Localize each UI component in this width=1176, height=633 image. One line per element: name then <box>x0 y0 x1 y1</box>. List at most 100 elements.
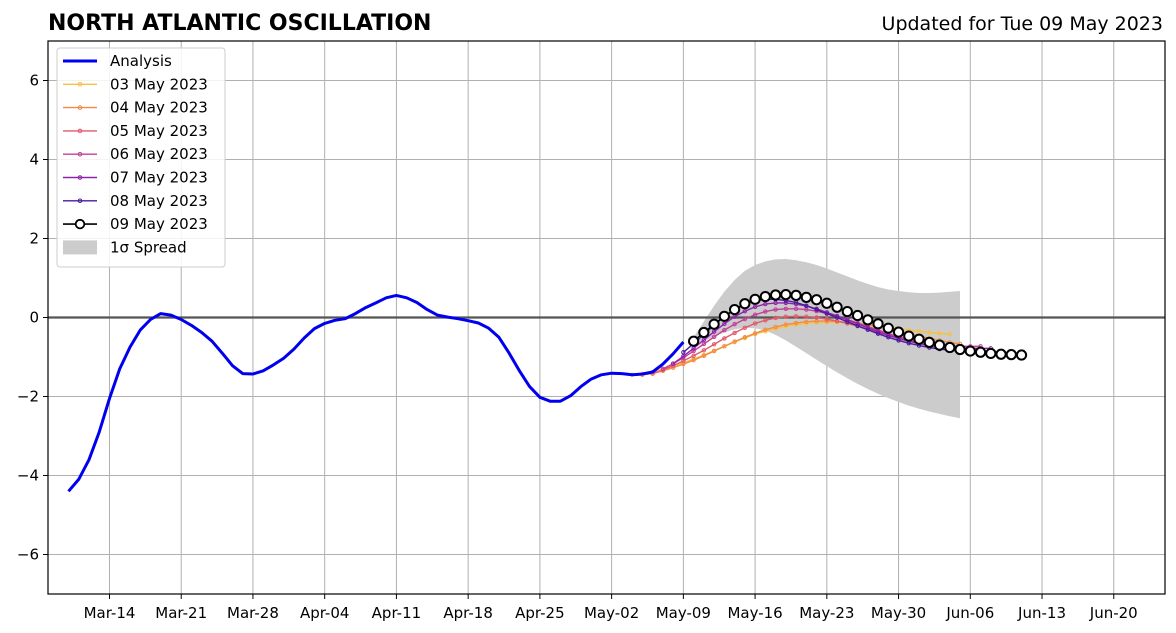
forecast-point <box>824 316 830 322</box>
y-tick-label: −6 <box>17 546 39 564</box>
forecast-point <box>903 330 915 342</box>
forecast-point <box>872 318 884 330</box>
forecast-point <box>937 331 942 336</box>
forecast-point <box>954 343 966 356</box>
forecast-point <box>841 305 853 318</box>
legend-handle-marker <box>77 82 83 87</box>
y-tick-label: −2 <box>17 388 39 406</box>
x-tick-label: Jun-06 <box>945 604 994 622</box>
x-tick-label: Apr-18 <box>443 604 493 622</box>
y-tick-label: −4 <box>17 467 39 485</box>
forecast-point <box>763 309 768 314</box>
forecast-point <box>681 350 686 355</box>
x-tick-label: Jun-13 <box>1017 604 1066 622</box>
forecast-point <box>821 297 833 309</box>
forecast-point <box>964 345 976 357</box>
forecast-point <box>804 314 809 319</box>
forecast-point <box>711 334 717 340</box>
forecast-point <box>875 331 881 336</box>
x-tick-label: May-16 <box>727 604 782 622</box>
forecast-point <box>804 303 809 308</box>
forecast-point <box>728 304 741 316</box>
forecast-point <box>688 335 700 347</box>
forecast-point <box>701 353 707 359</box>
x-tick-label: Apr-04 <box>300 604 350 622</box>
forecast-point <box>773 307 778 312</box>
forecast-point <box>711 348 717 354</box>
forecast-point <box>681 354 686 359</box>
forecast-point <box>804 319 809 325</box>
forecast-point <box>670 361 676 366</box>
y-tick-label: 6 <box>29 72 39 90</box>
legend-label: 03 May 2023 <box>110 75 208 93</box>
forecast-point <box>708 318 720 330</box>
forecast-point <box>995 348 1007 360</box>
legend-label: 05 May 2023 <box>110 122 208 140</box>
legend-label: 07 May 2023 <box>110 169 208 187</box>
forecast-point <box>749 293 761 305</box>
forecast-point <box>896 338 901 343</box>
forecast-point <box>759 290 771 303</box>
forecast-point <box>742 316 748 322</box>
forecast-point <box>752 331 758 336</box>
forecast-point <box>742 308 748 314</box>
legend-handle-marker <box>77 198 83 204</box>
x-tick-label: Apr-25 <box>515 604 565 622</box>
x-tick-label: Mar-28 <box>227 604 279 622</box>
y-tick-label: 4 <box>29 151 39 169</box>
forecast-point <box>845 319 850 325</box>
forecast-point <box>773 315 778 321</box>
forecast-point <box>913 333 925 345</box>
forecast-point <box>722 327 727 333</box>
legend-label: 1σ Spread <box>110 238 187 256</box>
x-tick-label: May-30 <box>871 604 926 622</box>
forecast-point <box>783 306 789 312</box>
legend-label: 06 May 2023 <box>110 145 208 163</box>
forecast-point <box>701 341 707 347</box>
forecast-point <box>1005 349 1017 361</box>
legend: Analysis 03 May 2023 04 May 2023 05 May 202… <box>56 47 226 268</box>
forecast-point <box>927 330 932 335</box>
forecast-point <box>722 321 727 327</box>
forecast-point <box>722 336 727 341</box>
forecast-point <box>732 322 737 327</box>
forecast-point <box>752 304 758 310</box>
axes: −6 −4 −2 0 2 4 6 Mar-14 Mar-21 Mar-28 Apr-04 Apr-11… <box>17 40 1166 622</box>
legend-handle-marker <box>77 105 83 110</box>
forecast-point <box>892 326 905 338</box>
forecast-point <box>783 314 789 319</box>
forecast-point <box>732 339 737 344</box>
legend-handle-marker <box>77 151 83 157</box>
forecast-point <box>865 327 871 332</box>
legend-handle-marker <box>77 175 83 180</box>
chart-title: NORTH ATLANTIC OSCILLATION <box>48 11 431 36</box>
legend-handle-spread <box>63 240 97 255</box>
forecast-point <box>660 366 666 372</box>
forecast-point <box>763 318 768 323</box>
legend-label: Analysis <box>110 52 172 70</box>
forecast-point <box>793 314 799 319</box>
forecast-point <box>691 353 696 359</box>
forecast-point <box>814 307 819 312</box>
forecast-point <box>814 315 819 320</box>
legend-handle-marker <box>74 218 86 230</box>
forecast-point <box>739 298 751 310</box>
forecast-point <box>882 322 894 334</box>
forecast-point <box>831 301 843 313</box>
x-tick-label: Jun-20 <box>1089 604 1138 622</box>
chart-subtitle: Updated for Tue 09 May 2023 <box>882 13 1163 35</box>
forecast-point <box>780 288 792 301</box>
forecast-point <box>851 309 864 322</box>
legend-box <box>56 47 226 268</box>
forecast-point <box>773 324 778 330</box>
forecast-point <box>769 289 782 301</box>
forecast-point <box>974 346 987 358</box>
legend-label: 08 May 2023 <box>110 192 208 210</box>
forecast-point <box>691 348 696 354</box>
series-layer <box>67 288 1028 493</box>
forecast-point <box>793 306 799 312</box>
x-tick-label: May-02 <box>584 604 639 622</box>
x-tick-label: May-23 <box>799 604 854 622</box>
x-tick-label: May-09 <box>656 604 711 622</box>
